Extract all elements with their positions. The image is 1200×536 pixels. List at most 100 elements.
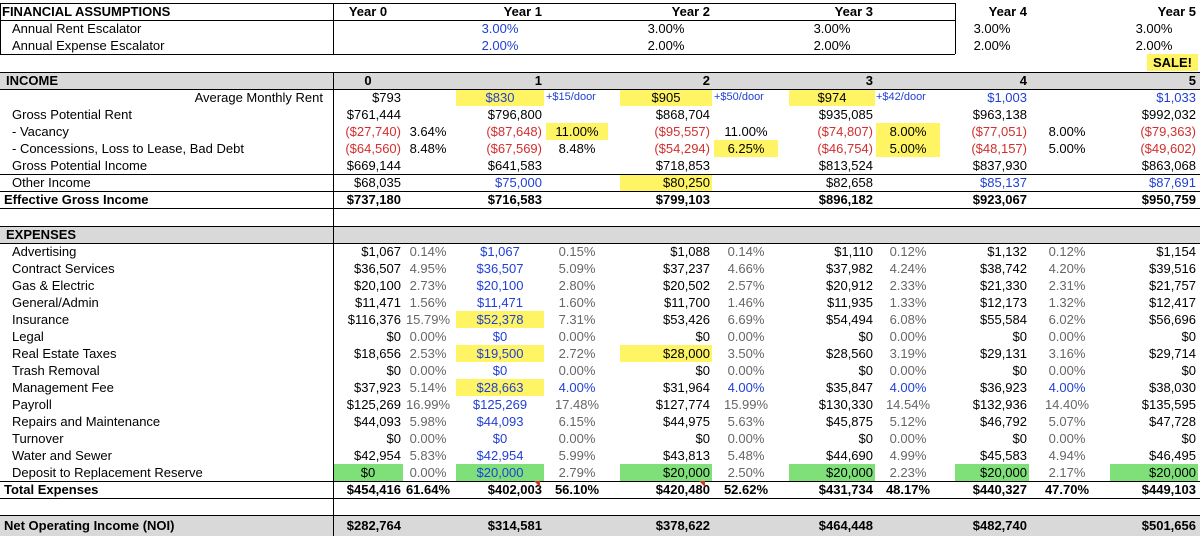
expense-value-year-2[interactable]: $53,426 (663, 312, 710, 327)
income-value-year-4[interactable]: $837,930 (972, 158, 1027, 173)
expense-pct-year-1[interactable]: 6.15% (558, 414, 596, 429)
expense-value-year-5[interactable]: $47,728 (1149, 414, 1196, 429)
income-value-year-3[interactable]: $82,658 (826, 175, 873, 190)
expense-value-year-0[interactable]: $125,269 (346, 397, 401, 412)
expense-pct-year-0[interactable]: 16.99% (405, 397, 451, 412)
expense-pct-year-2[interactable]: 4.00% (727, 380, 765, 395)
expense-value-year-0[interactable]: $44,093 (354, 414, 401, 429)
income-value-year-4[interactable]: $85,137 (980, 175, 1027, 190)
expense-value-year-1[interactable]: $20,100 (476, 278, 524, 293)
rent-escalator-year-2[interactable]: 3.00% (647, 21, 685, 36)
income-pct-year-1[interactable]: 8.48% (558, 141, 596, 156)
expense-pct-year-3[interactable]: 3.19% (889, 346, 927, 361)
expense-pct-year-4[interactable]: 2.31% (1048, 278, 1086, 293)
expense-pct-year-4[interactable]: 0.00% (1048, 329, 1086, 344)
expense-value-year-2[interactable]: $44,975 (663, 414, 710, 429)
expense-value-year-4[interactable]: $440,327 (972, 482, 1027, 497)
expense-value-year-3[interactable]: $431,734 (818, 482, 873, 497)
expense-value-year-5[interactable]: $449,103 (1141, 482, 1196, 497)
income-value-year-1[interactable]: $830 (456, 89, 544, 106)
expense-pct-year-2[interactable]: 0.14% (727, 244, 765, 259)
expense-pct-year-4[interactable]: 4.00% (1048, 380, 1086, 395)
income-value-year-2[interactable]: ($54,294) (654, 141, 710, 156)
expense-value-year-3[interactable]: $35,847 (826, 380, 873, 395)
expense-pct-year-4[interactable]: 14.40% (1044, 397, 1090, 412)
expense-pct-year-1[interactable]: 2.80% (558, 278, 596, 293)
expense-value-year-4[interactable]: $36,923 (980, 380, 1027, 395)
income-value-year-0[interactable]: $793 (372, 90, 401, 105)
expense-escalator-year-2[interactable]: 2.00% (647, 38, 685, 53)
expense-value-year-2[interactable]: $28,000 (620, 345, 712, 362)
income-pct-year-0[interactable]: 8.48% (409, 141, 447, 156)
expense-value-year-4[interactable]: $55,584 (980, 312, 1027, 327)
expense-value-year-5[interactable]: $135,595 (1141, 397, 1196, 412)
expense-pct-year-3[interactable]: 4.99% (889, 448, 927, 463)
expense-pct-year-3[interactable]: 0.00% (889, 329, 927, 344)
expense-value-year-3[interactable]: $37,982 (826, 261, 873, 276)
comment-marker-icon[interactable] (699, 481, 705, 487)
expense-pct-year-1[interactable]: 5.99% (558, 448, 596, 463)
rent-escalator-year-4[interactable]: 3.00% (973, 21, 1011, 36)
expense-value-year-3[interactable]: $0 (858, 431, 873, 446)
expense-pct-year-0[interactable]: 0.00% (409, 363, 447, 378)
expense-value-year-0[interactable]: $42,954 (354, 448, 401, 463)
income-value-year-1[interactable]: $75,000 (495, 175, 542, 190)
income-value-year-2[interactable]: $718,853 (655, 158, 710, 173)
expense-pct-year-3[interactable]: 6.08% (889, 312, 927, 327)
expense-value-year-5[interactable]: $21,757 (1149, 278, 1196, 293)
expense-value-year-5[interactable]: $56,696 (1149, 312, 1196, 327)
income-value-year-3[interactable]: $974 (789, 89, 875, 106)
income-value-year-0[interactable]: ($27,740) (345, 124, 401, 139)
rent-increase-note-3[interactable]: +$42/door (876, 91, 926, 103)
expense-pct-year-2[interactable]: 2.50% (727, 465, 765, 480)
expense-pct-year-3[interactable]: 48.17% (885, 482, 931, 497)
expense-pct-year-0[interactable]: 5.14% (409, 380, 447, 395)
expense-pct-year-3[interactable]: 5.12% (889, 414, 927, 429)
expense-pct-year-1[interactable]: 0.00% (558, 363, 596, 378)
noi-value-year-5[interactable]: $501,656 (1141, 518, 1196, 533)
expense-value-year-0[interactable]: $11,471 (354, 295, 401, 310)
income-value-year-3[interactable]: ($74,807) (817, 124, 873, 139)
expense-pct-year-3[interactable]: 4.24% (889, 261, 927, 276)
expense-value-year-1[interactable]: $52,378 (456, 311, 544, 328)
expense-value-year-1[interactable]: $20,000 (456, 464, 544, 481)
expense-value-year-0[interactable]: $0 (333, 464, 403, 481)
expense-value-year-0[interactable]: $1,067 (361, 244, 401, 259)
income-value-year-5[interactable]: $992,032 (1141, 107, 1196, 122)
income-value-year-2[interactable]: $80,250 (620, 174, 712, 191)
income-pct-year-1[interactable]: 11.00% (546, 123, 608, 140)
expense-pct-year-4[interactable]: 47.70% (1044, 482, 1090, 497)
expense-value-year-0[interactable]: $116,376 (347, 312, 401, 327)
expense-value-year-4[interactable]: $0 (1012, 363, 1027, 378)
expense-value-year-4[interactable]: $29,131 (980, 346, 1027, 361)
expense-value-year-3[interactable]: $45,875 (826, 414, 873, 429)
expense-value-year-4[interactable]: $1,132 (987, 244, 1027, 259)
expense-value-year-5[interactable]: $0 (1181, 363, 1196, 378)
expense-pct-year-1[interactable]: 17.48% (554, 397, 600, 412)
expense-pct-year-0[interactable]: 2.73% (409, 278, 447, 293)
expense-value-year-4[interactable]: $132,936 (972, 397, 1027, 412)
income-value-year-4[interactable]: $963,138 (972, 107, 1027, 122)
expense-pct-year-1[interactable]: 5.09% (558, 261, 596, 276)
expense-escalator-year-1[interactable]: 2.00% (481, 38, 519, 53)
expense-pct-year-0[interactable]: 15.79% (405, 312, 451, 327)
expense-pct-year-2[interactable]: 0.00% (727, 431, 765, 446)
expense-value-year-1[interactable]: $19,500 (456, 345, 544, 362)
income-pct-year-4[interactable]: 8.00% (1048, 124, 1086, 139)
expense-pct-year-1[interactable]: 2.72% (558, 346, 596, 361)
expense-pct-year-0[interactable]: 4.95% (409, 261, 447, 276)
income-value-year-4[interactable]: $1,003 (987, 90, 1027, 105)
expense-value-year-0[interactable]: $454,416 (346, 482, 401, 497)
expense-value-year-1[interactable]: $402,003 (487, 482, 542, 497)
expense-pct-year-2[interactable]: 4.66% (727, 261, 765, 276)
expense-pct-year-4[interactable]: 4.94% (1048, 448, 1086, 463)
expense-pct-year-4[interactable]: 0.00% (1048, 363, 1086, 378)
expense-pct-year-0[interactable]: 0.14% (409, 244, 447, 259)
expense-value-year-1[interactable]: $0 (492, 329, 508, 344)
expense-pct-year-3[interactable]: 1.33% (889, 295, 927, 310)
expense-value-year-3[interactable]: $0 (858, 363, 873, 378)
expense-value-year-5[interactable]: $12,417 (1149, 295, 1196, 310)
noi-value-year-1[interactable]: $314,581 (487, 518, 542, 533)
expense-value-year-2[interactable]: $0 (695, 431, 710, 446)
